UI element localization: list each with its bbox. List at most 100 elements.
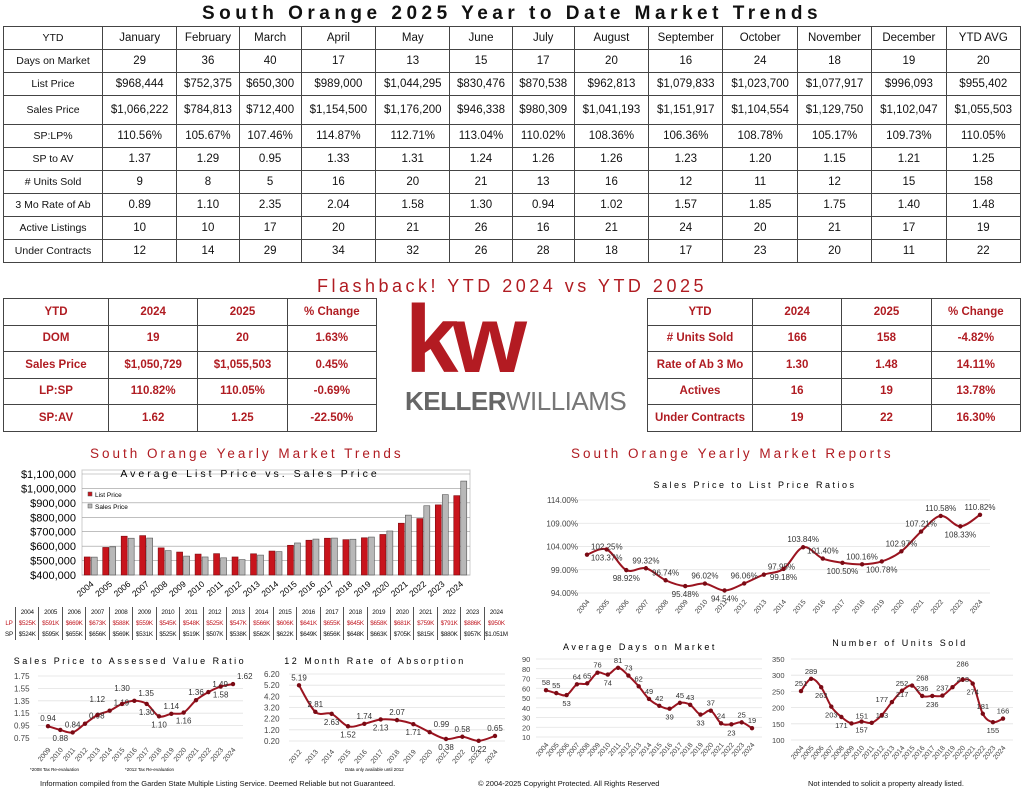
data-point: [819, 684, 824, 690]
main-table-cell: $1,176,200: [375, 95, 451, 125]
data-label: 94.54%: [711, 594, 738, 603]
data-label: 108.33%: [945, 530, 977, 539]
lpsp-year: 2012: [202, 607, 227, 618]
y-tick-label: 2.20: [264, 715, 280, 724]
main-table-cell: $1,023,700: [722, 72, 798, 96]
main-table-cell: 9: [101, 170, 178, 194]
main-table-cell: 21: [375, 216, 451, 240]
compare-right-header-cell: 2025: [841, 298, 932, 326]
main-table-cell: 16: [300, 170, 377, 194]
bar-list-price: [342, 539, 350, 576]
data-label: 251: [795, 679, 808, 688]
main-table-cell: $955,402: [945, 72, 1022, 96]
data-label: 1.52: [340, 730, 356, 739]
y-tick-label: 1.75: [14, 672, 30, 681]
lpsp-year: 2022: [436, 607, 461, 618]
lpsp-sp-value: $569K: [108, 629, 133, 640]
bar-list-price: [379, 534, 387, 576]
lpsp-sp-value: $507K: [202, 629, 227, 640]
lpsp-lp-value: $588K: [108, 618, 133, 629]
compare-right-cell: 166: [751, 324, 843, 352]
data-point: [688, 702, 693, 708]
main-table-cell: 26: [449, 239, 513, 263]
data-point: [889, 699, 895, 705]
data-point: [460, 734, 465, 739]
data-point: [879, 559, 884, 564]
data-label: 39: [665, 713, 673, 722]
lpsp-year: 2020: [389, 607, 414, 618]
main-table-header-cell: February: [176, 26, 240, 50]
y-tick-label: 5.20: [264, 681, 280, 690]
data-point: [683, 583, 688, 589]
x-tick-label: 2018: [148, 747, 163, 764]
x-tick-label: 2016: [296, 579, 317, 599]
data-label: 64: [573, 672, 581, 681]
data-point: [849, 721, 854, 726]
main-table-cell: 29: [238, 239, 302, 263]
compare-right-row-label: Actives: [647, 377, 753, 405]
x-tick-label: 2022: [930, 599, 945, 616]
lpsp-year: 2017: [319, 607, 344, 618]
data-label: 1.10: [151, 720, 167, 729]
lpsp-year: 2018: [343, 607, 368, 618]
main-table-cell: $870,538: [511, 72, 575, 96]
lpsp-year: 2016: [296, 607, 321, 618]
main-table-cell: $650,300: [238, 72, 302, 96]
compare-right-cell: 22: [841, 404, 932, 432]
data-label: 96.74%: [652, 568, 679, 577]
bar-list-price: [157, 547, 165, 576]
data-label: 1.62: [237, 672, 253, 681]
bar-sales-price: [294, 542, 301, 576]
lpsp-corner: [3, 607, 16, 618]
footnote: *2012 Tax Re-evaluation: [125, 767, 174, 772]
data-label: 151: [856, 711, 869, 720]
compare-right-header-cell: 2024: [751, 298, 843, 326]
bar-sales-price: [368, 536, 375, 576]
x-tick-label: 2023: [426, 579, 447, 599]
data-point: [698, 712, 703, 717]
x-tick-label: 2024: [222, 747, 237, 764]
data-point: [144, 701, 149, 707]
data-point: [181, 710, 186, 715]
main-table-cell: $1,041,193: [573, 95, 650, 125]
data-label: 58: [542, 678, 550, 687]
data-label: 236: [926, 700, 939, 709]
y-tick-label: $500,000: [30, 556, 76, 568]
main-table-cell: 110.56%: [101, 124, 178, 148]
bar-sales-price: [386, 530, 394, 576]
data-label: 65: [583, 671, 591, 680]
main-table-header-cell: July: [511, 26, 575, 50]
data-point: [296, 683, 302, 688]
y-tick-label: $800,000: [30, 512, 76, 524]
x-tick-label: 2017: [315, 579, 336, 599]
data-label: 96.06%: [731, 571, 758, 580]
data-point: [605, 672, 610, 677]
lpsp-sp-value: $705K: [389, 629, 414, 640]
x-tick-label: 2010: [185, 579, 206, 599]
data-point: [345, 724, 351, 729]
y-tick-label: 109.00%: [546, 519, 578, 528]
y-tick-label: 0.95: [14, 722, 30, 731]
y-tick-label: 150: [772, 720, 785, 729]
compare-right-row-label: # Units Sold: [647, 324, 753, 352]
compare-right-row: Rate of Ab 3 Mo 1.30 1.48 14.11%: [647, 351, 1022, 379]
data-point: [206, 689, 211, 695]
data-label: 100.16%: [846, 552, 878, 561]
main-table-cell: 114.87%: [300, 124, 377, 148]
bar-sales-price: [220, 557, 227, 576]
main-table-cell: 24: [722, 49, 798, 73]
main-table-cell: 13: [375, 49, 451, 73]
compare-left-cell: 1.63%: [286, 324, 378, 352]
data-point: [663, 578, 668, 583]
main-table-header-cell: March: [238, 26, 302, 50]
data-label: 62: [635, 674, 643, 683]
x-tick-label: 2023: [950, 599, 965, 616]
compare-left-header-cell: 2025: [197, 298, 288, 326]
main-table-cell: 0.89: [101, 193, 178, 217]
main-table-cell: 1.48: [945, 193, 1022, 217]
data-label: 237: [936, 684, 949, 693]
data-point: [702, 581, 708, 586]
y-tick-label: 99.00%: [551, 566, 578, 575]
compare-left-row-label: DOM: [3, 324, 109, 352]
lpsp-year: 2005: [38, 607, 63, 618]
